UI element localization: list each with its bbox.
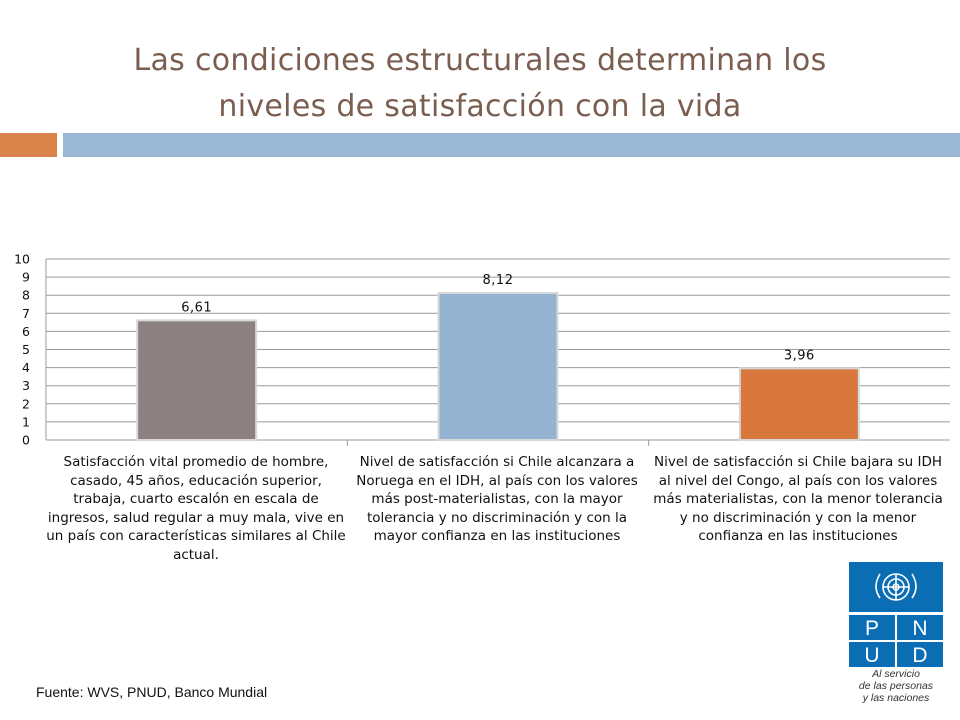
slide-title: Las condiciones estructurales determinan… [60, 38, 900, 130]
bar-2 [437, 292, 559, 441]
source-note: Fuente: WVS, PNUD, Banco Mundial [36, 684, 268, 700]
logo-cell-4 [897, 642, 943, 667]
y-tick-label-4: 4 [22, 360, 30, 375]
bar-1 [136, 319, 258, 441]
logo-cell-2 [897, 615, 943, 640]
title-line-2: niveles de satisfacción con la vida [218, 89, 742, 124]
header-accent-orange [0, 133, 57, 157]
logo-subtitle-line-1: Al servicio [872, 668, 920, 680]
pnud-logo: P N U D [849, 562, 943, 667]
category-label-2: Nivel de satisfacción si Chile alcanzara… [356, 454, 638, 544]
y-tick-label-9: 9 [22, 270, 30, 285]
y-tick-label-1: 1 [22, 414, 30, 429]
logo-cell-3 [849, 642, 895, 667]
data-label-2: 8,12 [483, 273, 514, 288]
header-accent-blue [63, 133, 960, 157]
y-tick-label-7: 7 [22, 306, 30, 321]
logo-letter-p: P [865, 617, 879, 640]
title-line-1: Las condiciones estructurales determinan… [133, 43, 827, 78]
y-tick-label-6: 6 [22, 324, 30, 339]
category-label-3: Nivel de satisfacción si Chile bajara su… [653, 454, 943, 544]
bar-chart: 0 1 2 3 4 5 6 7 8 9 10 6,61 8,12 3,96 [14, 252, 950, 448]
y-tick-label-0: 0 [22, 433, 30, 448]
logo-subtitle-line-3: y las naciones [862, 692, 930, 704]
logo-subtitle-line-2: de las personas [858, 680, 934, 692]
y-tick-label-5: 5 [22, 342, 30, 357]
category-label-1: Satisfacción vital promedio de hombre, c… [46, 454, 346, 563]
y-tick-label-2: 2 [22, 396, 30, 411]
bar-3 [738, 367, 860, 442]
logo-letter-n: N [912, 617, 927, 640]
y-tick-label-10: 10 [14, 252, 30, 267]
data-label-3: 3,96 [784, 348, 815, 363]
y-tick-label-8: 8 [22, 288, 30, 303]
y-tick-label-3: 3 [22, 378, 30, 393]
data-label-1: 6,61 [181, 300, 212, 315]
logo-subtitle: Al servicio de las personas y las nacion… [842, 668, 950, 704]
logo-letter-u: U [864, 644, 879, 667]
logo-letter-d: D [912, 644, 927, 667]
un-emblem-icon [875, 573, 917, 601]
logo-cell-1 [849, 615, 895, 640]
